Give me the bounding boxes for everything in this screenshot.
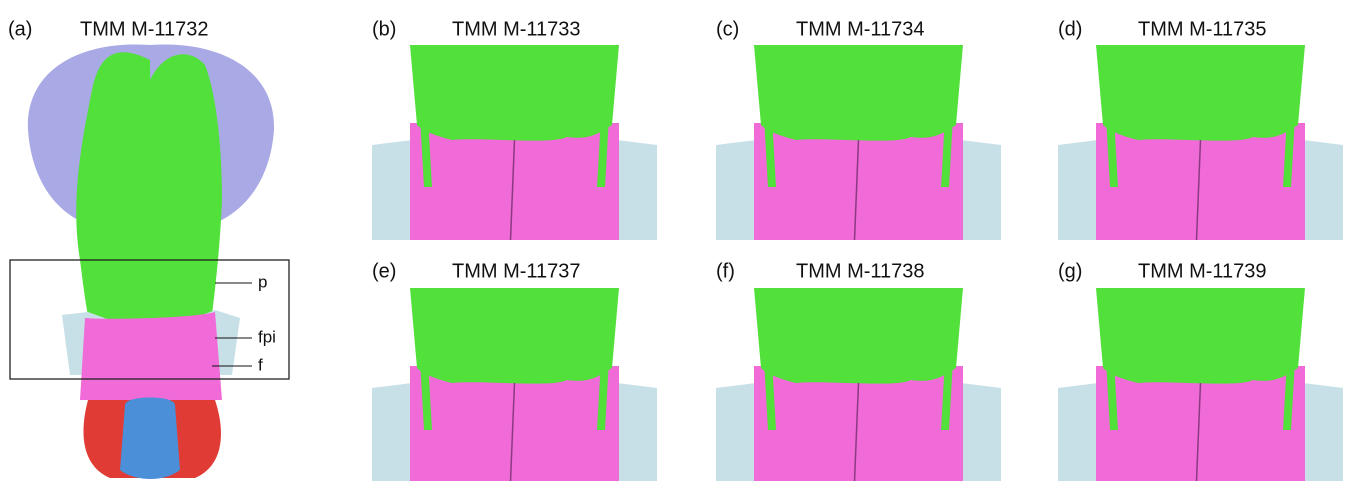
- skull-region: [120, 398, 180, 480]
- annotation: f: [258, 355, 263, 374]
- panel: (b) TMM M-11733: [372, 18, 657, 240]
- skull-region: [1096, 288, 1305, 384]
- skull-region: [410, 45, 619, 141]
- skull-region: [410, 288, 619, 384]
- skull-region: [754, 45, 963, 141]
- panel-letter: (a): [8, 18, 32, 40]
- panel-title: TMM M-11739: [1138, 260, 1267, 282]
- panel-letter: (g): [1058, 260, 1082, 282]
- skull-region: [1096, 45, 1305, 141]
- figure: (a) TMM M-11732 p fpi f (b) TMM M-11733 (c…: [0, 0, 1346, 481]
- panel-letter: (c): [716, 18, 739, 40]
- panel-title: TMM M-11738: [796, 260, 925, 282]
- panel-title: TMM M-11732: [80, 18, 209, 40]
- panel: (f) TMM M-11738: [716, 260, 1001, 481]
- skull-region: [76, 52, 222, 330]
- panel-title: TMM M-11734: [796, 18, 925, 40]
- annotation: p: [258, 272, 267, 291]
- main-panel: (a) TMM M-11732 p fpi f: [8, 18, 289, 479]
- panel: (c) TMM M-11734: [716, 18, 1001, 240]
- skull-region: [754, 288, 963, 384]
- panel-title: TMM M-11735: [1138, 18, 1267, 40]
- panel-title: TMM M-11737: [452, 260, 581, 282]
- panel: (e) TMM M-11737: [372, 260, 657, 481]
- panel-letter: (e): [372, 260, 396, 282]
- panel-letter: (b): [372, 18, 396, 40]
- panel: (d) TMM M-11735: [1058, 18, 1343, 240]
- skull-region: [80, 312, 222, 400]
- panel-letter: (d): [1058, 18, 1082, 40]
- panel-letter: (f): [716, 260, 735, 282]
- panel-title: TMM M-11733: [452, 18, 581, 40]
- annotation: fpi: [258, 327, 276, 346]
- panel: (g) TMM M-11739: [1058, 260, 1343, 481]
